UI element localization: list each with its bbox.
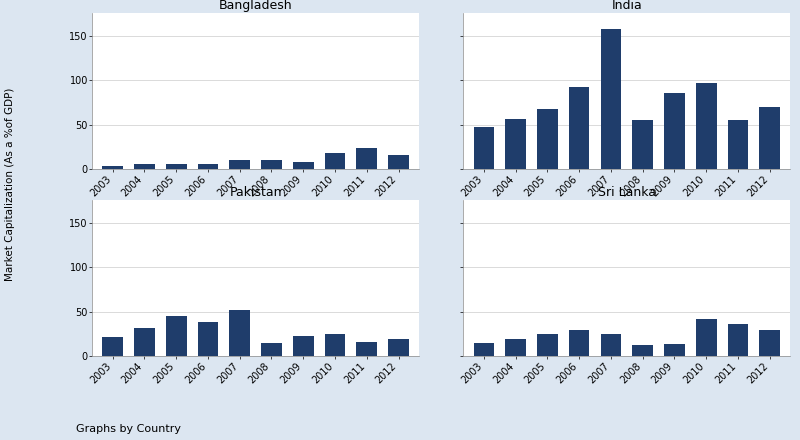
Bar [261, 161, 282, 169]
Bar [569, 87, 590, 169]
Bar [166, 165, 186, 169]
Bar [198, 164, 218, 169]
Bar [102, 166, 123, 169]
Text: Graphs by Country: Graphs by Country [76, 424, 181, 434]
Text: Market Capitalization (As a %of GDP): Market Capitalization (As a %of GDP) [5, 88, 14, 282]
Bar [728, 324, 748, 356]
Bar [198, 323, 218, 356]
Bar [537, 334, 558, 356]
Bar [102, 337, 123, 356]
Bar [632, 345, 653, 356]
Bar [474, 128, 494, 169]
Text: Bangladesh: Bangladesh [218, 0, 293, 12]
Bar [134, 328, 154, 356]
Text: Pakistan: Pakistan [230, 186, 282, 199]
Bar [537, 109, 558, 169]
Bar [506, 339, 526, 356]
Bar [293, 162, 314, 169]
Bar [325, 153, 346, 169]
Bar [696, 83, 717, 169]
Bar [230, 310, 250, 356]
Bar [293, 336, 314, 356]
Bar [357, 342, 377, 356]
Text: Sri Lanka: Sri Lanka [598, 186, 656, 199]
Bar [325, 334, 346, 356]
Bar [759, 330, 780, 356]
Text: India: India [611, 0, 642, 12]
Bar [664, 344, 685, 356]
Bar [230, 160, 250, 169]
Bar [601, 334, 622, 356]
Bar [388, 338, 409, 356]
Bar [664, 93, 685, 169]
Bar [728, 120, 748, 169]
Bar [261, 343, 282, 356]
Bar [166, 316, 186, 356]
Bar [388, 155, 409, 169]
Bar [632, 120, 653, 169]
Bar [506, 118, 526, 169]
Bar [696, 319, 717, 356]
Bar [759, 107, 780, 169]
Bar [474, 343, 494, 356]
Bar [569, 330, 590, 356]
Bar [601, 29, 622, 169]
Bar [134, 164, 154, 169]
Bar [357, 148, 377, 169]
